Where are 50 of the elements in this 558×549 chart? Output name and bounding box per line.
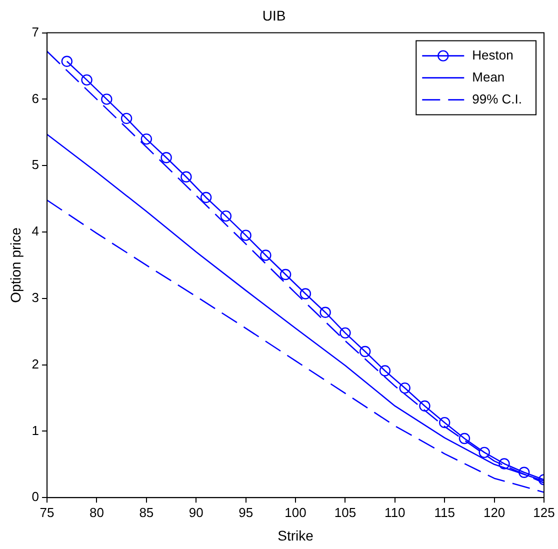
x-tick-label: 125 [533,504,555,520]
point [120,112,132,124]
y-tick-label: 3 [32,290,40,305]
point [478,446,490,458]
y-tick-label: 1 [32,422,40,438]
point [140,133,152,145]
point [260,250,272,261]
x-tick-label: 115 [434,504,455,520]
chart-title: UIB [262,7,286,24]
point [220,210,232,222]
point [419,400,430,412]
x-tick-label: 100 [284,504,306,520]
point [458,432,470,444]
y-tick-label: 4 [32,224,40,239]
point [240,230,252,241]
legend-label: Heston [472,47,514,62]
point [439,416,450,428]
point [340,327,351,339]
y-tick-label: 0 [32,489,40,504]
point [320,306,331,318]
y-axis-title: Option price [7,227,24,303]
point [61,56,73,67]
point [399,382,410,394]
point [379,365,391,376]
point [81,74,92,86]
legend-label: 99% C.I. [472,91,522,106]
y-tick-label: 2 [32,356,40,372]
point [300,288,312,300]
x-tick-label: 75 [40,504,54,520]
point [101,94,112,105]
x-tick-label: 80 [89,504,104,520]
legend-label: Mean [472,69,505,84]
x-tick-label: 90 [188,504,204,520]
point [280,268,292,280]
point [180,171,192,182]
line-series [47,199,544,493]
point [498,458,510,470]
y-tick-label: 6 [32,90,40,106]
y-tick-label: 7 [32,24,40,40]
point [518,466,530,478]
point [160,152,172,164]
x-tick-label: 120 [483,504,506,520]
x-tick-label: 95 [238,504,254,520]
x-axis-title: Strike [278,527,314,544]
x-tick-label: 110 [384,504,406,520]
x-tick-label: 85 [139,504,154,520]
point [359,346,371,358]
y-tick-label: 5 [32,157,40,172]
x-tick-label: 105 [334,504,356,520]
point [200,192,212,204]
